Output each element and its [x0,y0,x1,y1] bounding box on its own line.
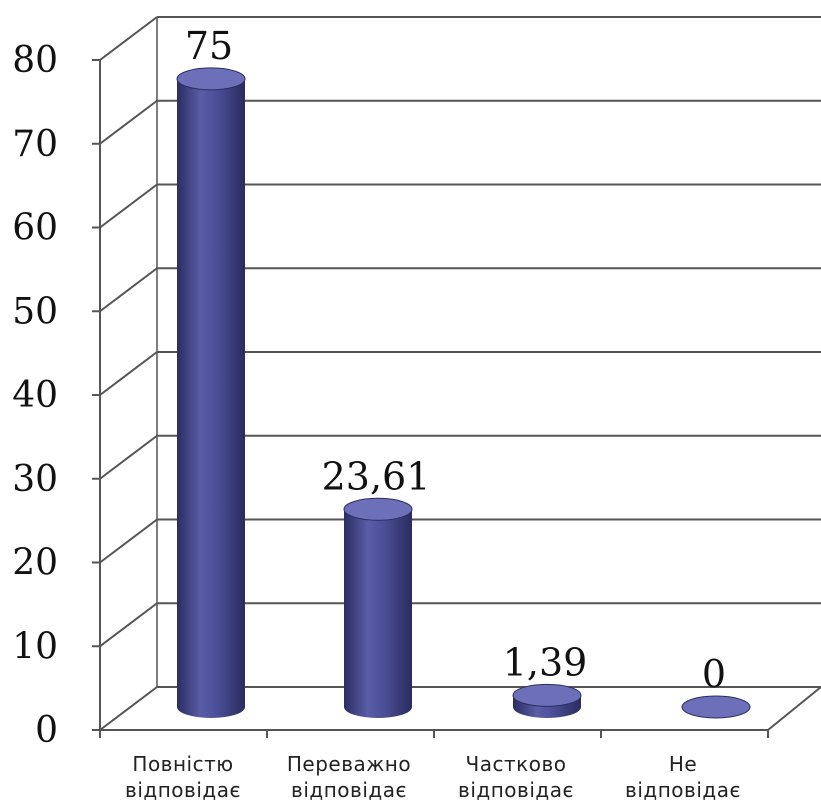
category-label: Переважно відповідає [287,752,411,802]
gridline-diagonal [99,16,158,61]
y-tick-label: 70 [12,124,58,165]
gridline-diagonal [99,686,158,731]
data-label: 0 [702,652,726,696]
category-label: Повністю відповідає [125,752,241,802]
category-label: Частково відповідає [458,752,574,802]
category-label-line: відповідає [291,778,407,802]
bars-layer [176,67,751,719]
y-tick-label: 20 [12,543,58,584]
gridline-diagonal [99,267,158,313]
bar [512,683,582,718]
y-tick-label: 50 [12,291,58,332]
gridline-diagonal [99,434,158,480]
bar [176,67,246,718]
bar-body [344,509,412,718]
bar-top [343,497,413,521]
category-label-line: Переважно [287,752,411,776]
category-label-line: Повністю [132,752,233,776]
gridline-diagonal [99,518,158,564]
data-label: 23,61 [322,454,431,498]
gridline-diagonal [99,351,158,396]
y-tick-label: 10 [12,626,58,667]
gridline-diagonal [99,602,158,648]
y-tick-label: 30 [12,459,58,500]
y-tick-label: 0 [35,710,58,751]
y-tick-label: 60 [12,208,58,249]
floor-right-edge [767,686,821,731]
gridline-diagonal [99,183,158,229]
category-label-line: відповідає [458,778,574,802]
y-tick-label: 80 [12,40,58,81]
bar [681,695,751,719]
category-label: Не відповідає [625,752,741,802]
axes-layer: 0 10 20 30 40 50 60 70 80 [12,16,821,751]
bar-body [177,78,245,718]
data-label: 1,39 [503,640,588,684]
bar-top [176,67,246,91]
category-label-line: відповідає [125,778,241,802]
category-label-line: Не [669,752,697,776]
data-label: 75 [185,24,233,68]
category-label-line: відповідає [625,778,741,802]
bar-top [681,695,751,719]
y-tick-label: 40 [12,375,58,416]
category-label-line: Частково [466,752,567,776]
bar [343,497,413,718]
gridline-diagonal [99,99,158,145]
bar-top [512,683,582,707]
